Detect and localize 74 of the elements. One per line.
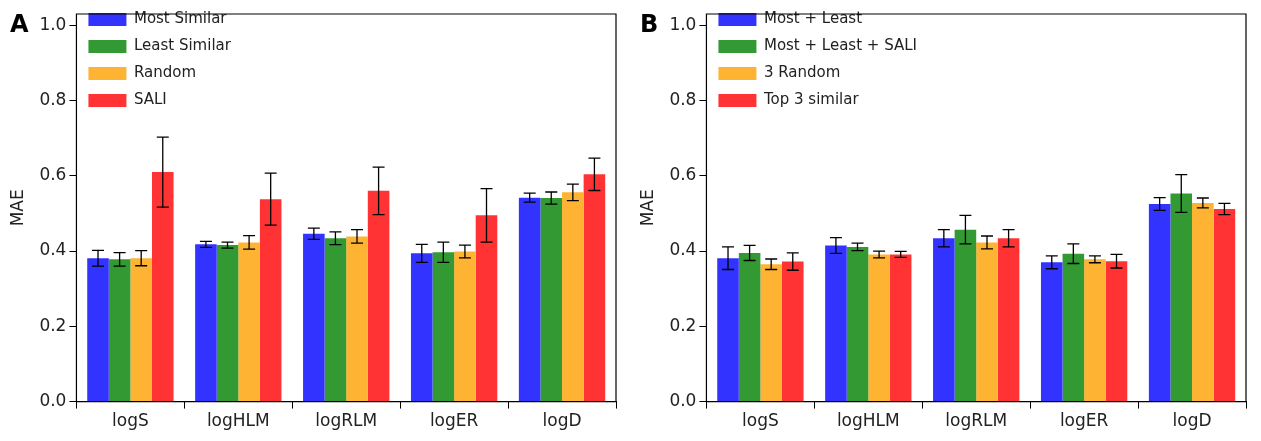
bar	[954, 229, 977, 402]
bar	[583, 174, 606, 402]
bar	[475, 215, 498, 402]
bar	[846, 246, 869, 402]
x-tick-label: logD	[1172, 410, 1212, 431]
bar	[1192, 202, 1214, 402]
y-tick-label: 0.2	[39, 314, 67, 335]
x-tick-label: logRLM	[945, 410, 1008, 431]
y-axis-title: MAE	[636, 189, 657, 227]
bar	[303, 233, 325, 402]
bar	[825, 245, 847, 402]
legend-label: Most + Least + SALI	[763, 36, 918, 55]
y-tick-label: 0.4	[39, 239, 67, 260]
y-axis-title: MAE	[6, 189, 27, 227]
bar	[976, 242, 998, 402]
y-tick-label: 0.0	[669, 390, 697, 411]
bar	[1105, 261, 1128, 402]
bar	[540, 198, 563, 402]
y-tick-label: 0.2	[669, 314, 697, 335]
legend-label: SALI	[133, 90, 167, 109]
y-tick-label: 0.8	[669, 88, 697, 109]
y-tick-label: 1.0	[669, 13, 697, 34]
bar	[868, 254, 890, 402]
bar	[238, 242, 260, 402]
bar	[889, 254, 912, 402]
legend-label: Least Similar	[133, 36, 232, 55]
y-tick-label: 0.4	[669, 239, 697, 260]
bar	[717, 258, 739, 402]
bar	[518, 197, 541, 402]
bar	[1213, 208, 1236, 402]
bar	[1084, 259, 1106, 402]
legend-label: Most + Least	[763, 9, 863, 28]
legend-label: Top 3 similar	[762, 90, 860, 109]
y-tick-label: 1.0	[39, 13, 67, 34]
bar	[410, 253, 433, 402]
bar	[216, 245, 239, 402]
y-tick-label: 0.6	[669, 164, 697, 185]
y-tick-label: 0.8	[39, 88, 67, 109]
bar	[933, 238, 955, 402]
bar	[151, 172, 174, 402]
bar	[1170, 193, 1193, 402]
y-tick-label: 0.0	[39, 390, 67, 411]
bar	[195, 244, 217, 402]
x-tick-label: logER	[1059, 410, 1109, 431]
bar	[324, 238, 347, 402]
x-tick-label: logS	[742, 410, 779, 431]
bar	[562, 192, 584, 402]
bar	[259, 199, 282, 402]
bar	[432, 252, 455, 402]
bar	[130, 258, 152, 402]
chart-title: B	[640, 10, 659, 38]
bar	[346, 236, 368, 402]
legend-label: Random	[133, 63, 197, 82]
y-tick-label: 0.6	[39, 164, 67, 185]
x-tick-label: logHLM	[206, 410, 270, 431]
bar	[738, 252, 761, 402]
bar	[781, 261, 804, 402]
bar	[454, 251, 476, 402]
bar	[108, 259, 131, 402]
x-tick-label: logER	[429, 410, 479, 431]
x-tick-label: logD	[542, 410, 582, 431]
bar	[760, 264, 782, 402]
chart-title: A	[10, 10, 29, 38]
bar	[1148, 204, 1171, 402]
x-tick-label: logS	[112, 410, 149, 431]
x-tick-label: logHLM	[836, 410, 900, 431]
bar	[1040, 262, 1063, 402]
legend-label: Most Similar	[133, 9, 228, 28]
bar	[367, 190, 390, 402]
bar	[1062, 253, 1085, 402]
legend-label: 3 Random	[763, 63, 841, 82]
bar	[87, 258, 109, 402]
bar	[997, 238, 1020, 402]
x-tick-label: logRLM	[315, 410, 378, 431]
